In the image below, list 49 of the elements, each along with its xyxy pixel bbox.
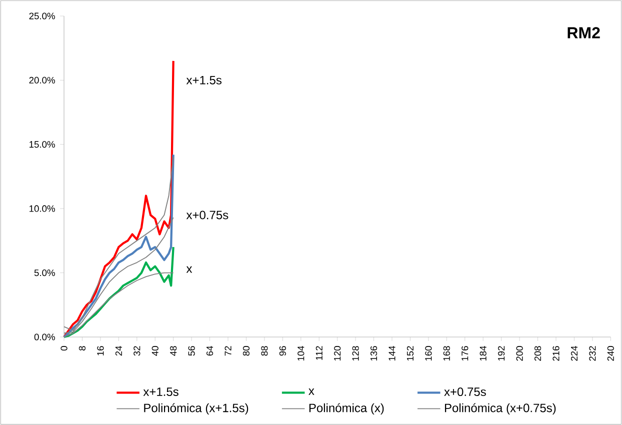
x-tick-label: 232 xyxy=(589,346,596,361)
x-tick-label: 144 xyxy=(388,346,396,361)
x-tick-label: 112 xyxy=(316,346,322,360)
annotation: x xyxy=(186,266,192,273)
x-tick-label: 72 xyxy=(224,346,232,356)
x-tick-label: 96 xyxy=(279,346,286,356)
x-tick-label: 16 xyxy=(97,346,104,356)
x-tick-label: 184 xyxy=(480,346,486,361)
x-tick-label: 152 xyxy=(406,346,414,361)
legend-label: x xyxy=(308,388,314,395)
line-series xyxy=(62,246,174,338)
x-tick-label: 64 xyxy=(206,346,214,356)
x-tick-label: 176 xyxy=(462,346,468,361)
x-tick-label: 80 xyxy=(242,346,250,356)
x-tick-label: 8 xyxy=(78,346,86,350)
y-tick-label: 15.0% xyxy=(30,141,55,148)
x-tick-label: 160 xyxy=(425,346,432,361)
y-tick-label: 10.0% xyxy=(30,205,55,212)
y-tick-label: 0.0% xyxy=(34,334,55,340)
legend-label: Polinómica (x+1.5s) xyxy=(144,403,248,415)
x-tick-label: 120 xyxy=(334,346,341,361)
x-tick-label: 56 xyxy=(188,346,195,356)
x-tick-label: 32 xyxy=(134,346,140,356)
x-tick-label: 224 xyxy=(570,346,578,361)
x-tick-label: 128 xyxy=(352,346,359,361)
x-tick-label: 40 xyxy=(152,346,158,356)
x-tick-label: 48 xyxy=(170,346,177,356)
x-tick-label: 136 xyxy=(370,346,378,361)
x-tick-label: 0 xyxy=(60,346,68,351)
text: RM2 xyxy=(568,27,600,38)
x-tick-label: 240 xyxy=(607,346,614,361)
legend-label: x+1.5s xyxy=(143,388,178,396)
x-tick-label: 200 xyxy=(516,346,523,361)
y-tick-label: 20.0% xyxy=(29,76,55,84)
y-tick-label: 5.0% xyxy=(34,270,55,276)
y-tick-label: 25.0% xyxy=(29,12,55,20)
x-tick-label: 168 xyxy=(443,346,450,361)
annotation: x+0.75s xyxy=(186,210,228,220)
x-tick-label: 104 xyxy=(298,346,304,361)
annotation: x+1.5s xyxy=(186,76,222,84)
legend-label: x+0.75s xyxy=(444,388,486,396)
legend-label: Polinómica (x+0.75s) xyxy=(444,403,556,415)
x-tick-label: 88 xyxy=(261,346,268,356)
line-series xyxy=(62,60,174,338)
x-tick-label: 24 xyxy=(115,346,122,356)
x-tick-label: 192 xyxy=(498,346,505,361)
x-tick-label: 208 xyxy=(534,346,542,361)
x-tick-label: 216 xyxy=(552,346,560,361)
legend-label: Polinómica (x) xyxy=(309,403,384,415)
